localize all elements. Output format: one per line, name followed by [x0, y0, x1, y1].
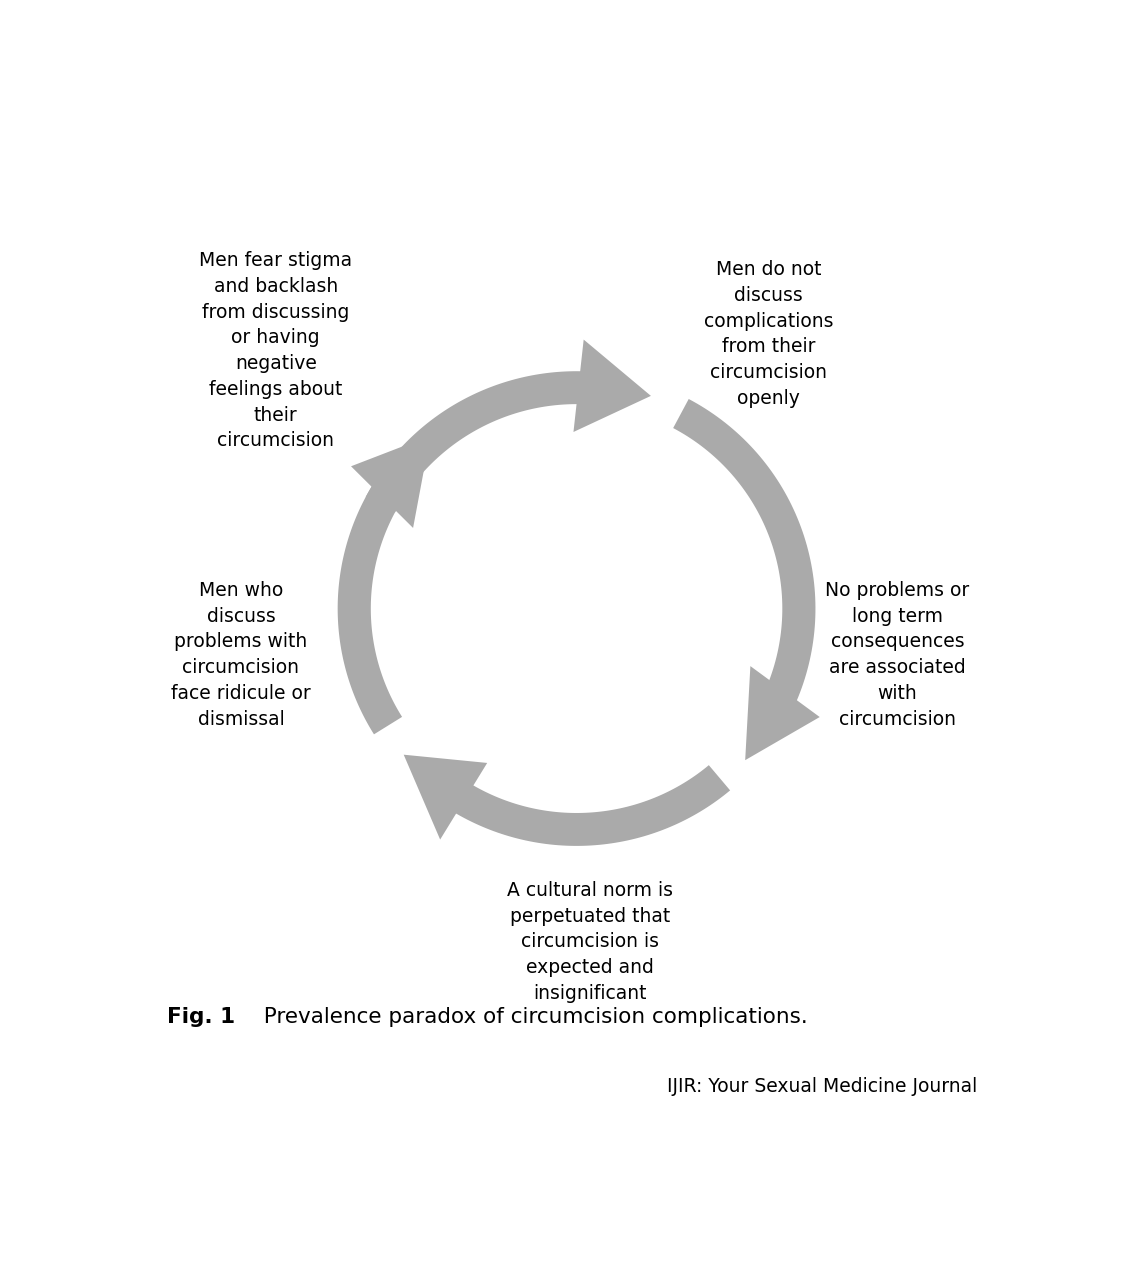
- Text: Fig. 1: Fig. 1: [166, 1007, 235, 1027]
- Polygon shape: [574, 340, 651, 432]
- Polygon shape: [366, 372, 610, 513]
- Text: A cultural norm is
perpetuated that
circumcision is
expected and
insignificant: A cultural norm is perpetuated that circ…: [506, 881, 673, 1003]
- Polygon shape: [338, 462, 414, 735]
- Polygon shape: [430, 765, 730, 845]
- Text: Men do not
discuss
complications
from their
circumcision
openly: Men do not discuss complications from th…: [703, 260, 834, 407]
- Text: Prevalence paradox of circumcision complications.: Prevalence paradox of circumcision compl…: [250, 1007, 808, 1027]
- Polygon shape: [404, 755, 487, 840]
- Polygon shape: [673, 398, 816, 727]
- Text: Men fear stigma
and backlash
from discussing
or having
negative
feelings about
t: Men fear stigma and backlash from discus…: [199, 251, 352, 451]
- Text: IJIR: Your Sexual Medicine Journal: IJIR: Your Sexual Medicine Journal: [667, 1077, 978, 1096]
- Polygon shape: [351, 435, 431, 528]
- Text: Men who
discuss
problems with
circumcision
face ridicule or
dismissal: Men who discuss problems with circumcisi…: [171, 580, 310, 728]
- Text: No problems or
long term
consequences
are associated
with
circumcision: No problems or long term consequences ar…: [826, 580, 970, 728]
- Polygon shape: [745, 666, 820, 760]
